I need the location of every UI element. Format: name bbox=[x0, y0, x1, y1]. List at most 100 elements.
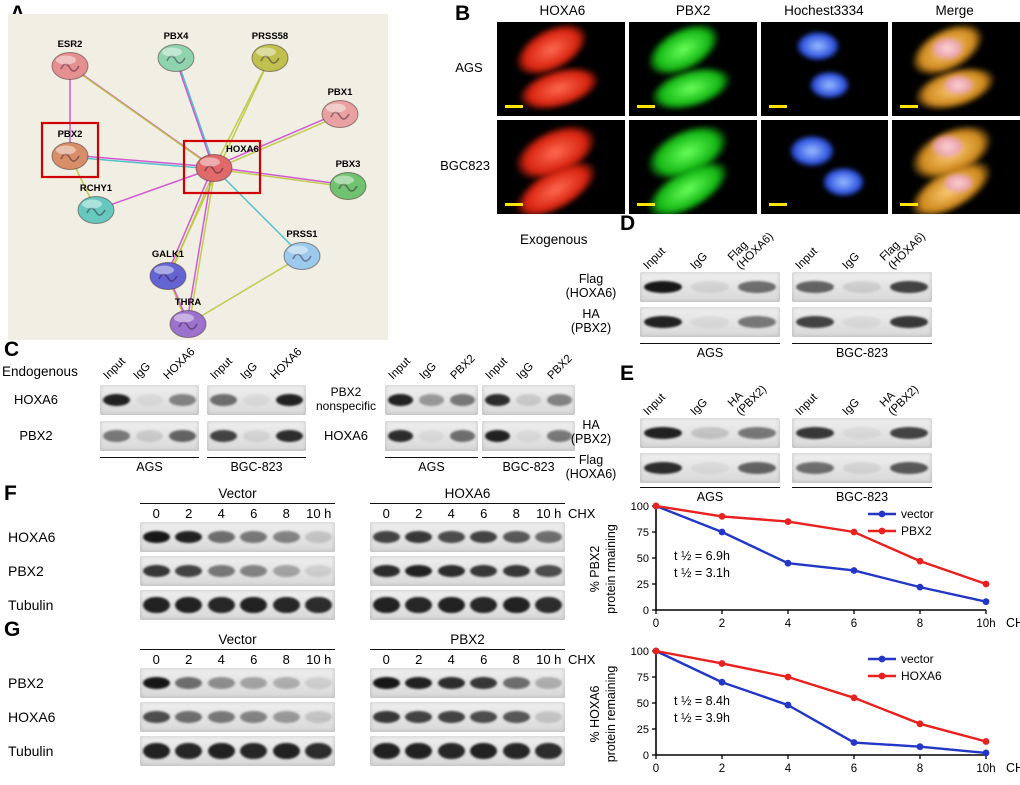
lane-header: PBX2 bbox=[545, 352, 575, 382]
blot-band bbox=[142, 742, 170, 760]
blot-lane bbox=[733, 272, 780, 302]
svg-text:100: 100 bbox=[631, 501, 649, 513]
blot-band bbox=[889, 281, 928, 293]
blot-band bbox=[305, 565, 333, 577]
blot-row-label: PBX2 bbox=[19, 428, 53, 443]
svg-text:25: 25 bbox=[637, 724, 649, 736]
network-node-label: PBX4 bbox=[164, 31, 190, 42]
svg-text:50: 50 bbox=[637, 698, 649, 710]
blot-lane bbox=[100, 421, 133, 451]
blot-lane bbox=[370, 668, 403, 698]
svg-text:100: 100 bbox=[631, 646, 649, 658]
blot-lane bbox=[205, 590, 238, 620]
group-header-vector: Vector bbox=[140, 486, 335, 504]
lane-header: Input bbox=[641, 391, 669, 418]
blot-lane bbox=[468, 736, 501, 766]
lane-header: PBX2 bbox=[448, 352, 478, 382]
timepoint-label: 2 bbox=[415, 506, 423, 521]
blot-row-label: HA (PBX2) bbox=[570, 307, 612, 336]
blot-band bbox=[209, 430, 238, 442]
network-node-label: PBX2 bbox=[58, 129, 83, 140]
blot-lane bbox=[885, 307, 932, 337]
lane-header: HOXA6 bbox=[268, 345, 305, 382]
blot-lane bbox=[273, 421, 306, 451]
blot-strip bbox=[207, 421, 306, 451]
blot-band bbox=[387, 394, 414, 406]
blot-lane bbox=[205, 556, 238, 586]
network-node-pbx3: PBX3 bbox=[329, 159, 367, 200]
blot-lane bbox=[500, 702, 533, 732]
blot-lane bbox=[238, 522, 271, 552]
blot-row-label: Flag (HOXA6) bbox=[565, 272, 617, 301]
blot-lane bbox=[885, 418, 932, 448]
group-label: AGS bbox=[385, 457, 478, 474]
blot-lane bbox=[303, 590, 336, 620]
blot-band bbox=[889, 316, 928, 328]
blot-lane bbox=[839, 453, 886, 483]
blot-band bbox=[737, 316, 776, 328]
group-label: BGC-823 bbox=[207, 457, 306, 474]
blot-band bbox=[387, 430, 414, 442]
blot-band bbox=[207, 742, 235, 760]
blot-strip bbox=[100, 385, 199, 415]
blot-lane bbox=[270, 702, 303, 732]
blot-band bbox=[142, 711, 170, 723]
blot-lane bbox=[205, 702, 238, 732]
blot-band bbox=[690, 462, 730, 474]
blot-band bbox=[405, 742, 433, 760]
blot-lane bbox=[303, 702, 336, 732]
blot-band bbox=[535, 711, 563, 723]
blot-lane bbox=[238, 736, 271, 766]
blot-strip bbox=[370, 668, 565, 698]
chx-label: CHX bbox=[568, 506, 596, 521]
blot-lane bbox=[303, 668, 336, 698]
blot-band bbox=[272, 742, 300, 760]
svg-text:2: 2 bbox=[719, 763, 725, 775]
blot-band bbox=[796, 316, 835, 328]
blot-band bbox=[502, 565, 530, 577]
lane-header: IgG bbox=[514, 360, 537, 382]
fluorescence-image-bgc823-merge bbox=[892, 120, 1020, 214]
blot-lane bbox=[173, 736, 206, 766]
blot-lane bbox=[500, 736, 533, 766]
blot-band bbox=[470, 742, 498, 760]
blot-strip bbox=[370, 736, 565, 766]
blot-strip bbox=[140, 702, 335, 732]
blot-lane bbox=[640, 453, 687, 483]
blot-lane bbox=[100, 385, 133, 415]
group-label: AGS bbox=[100, 457, 199, 474]
blot-band bbox=[889, 427, 928, 439]
blot-row-label: PBX2 bbox=[8, 675, 44, 691]
lane-headers: Input IgG PBX2 bbox=[385, 336, 478, 382]
blot-lane bbox=[687, 418, 734, 448]
svg-text:CHX: CHX bbox=[1006, 761, 1020, 775]
legend-label: PBX2 bbox=[901, 524, 932, 538]
blot-band bbox=[796, 281, 835, 293]
blot-band bbox=[240, 711, 268, 723]
group-label: AGS bbox=[640, 343, 780, 360]
group-label: AGS bbox=[640, 487, 780, 504]
blot-band bbox=[142, 565, 170, 577]
blot-band bbox=[842, 427, 882, 439]
timepoint-label: 0 bbox=[152, 652, 160, 667]
blot-lane bbox=[447, 421, 478, 451]
blot-lane bbox=[416, 385, 447, 415]
blot-lane bbox=[205, 668, 238, 698]
blot-band bbox=[644, 427, 683, 439]
svg-text:0: 0 bbox=[643, 750, 649, 762]
blot-lane bbox=[207, 421, 240, 451]
chart-hoxa6-remaining: % HOXA6 protein remaining 0 25 50 75 100 0 2 4 6… bbox=[588, 643, 1020, 785]
blot-band bbox=[240, 742, 268, 760]
group-label: BGC-823 bbox=[792, 343, 932, 360]
blot-band bbox=[502, 677, 530, 689]
blot-strip bbox=[140, 590, 335, 620]
blot-lane bbox=[533, 590, 566, 620]
blot-lane bbox=[370, 590, 403, 620]
half-life-annotation: t ½ = 8.4h bbox=[674, 694, 730, 708]
blot-lane bbox=[403, 522, 436, 552]
blot-lane bbox=[733, 418, 780, 448]
timepoint-label: 10 h bbox=[306, 506, 332, 521]
svg-text:10h: 10h bbox=[976, 763, 995, 775]
series-vector bbox=[655, 649, 987, 755]
blot-lane bbox=[468, 702, 501, 732]
